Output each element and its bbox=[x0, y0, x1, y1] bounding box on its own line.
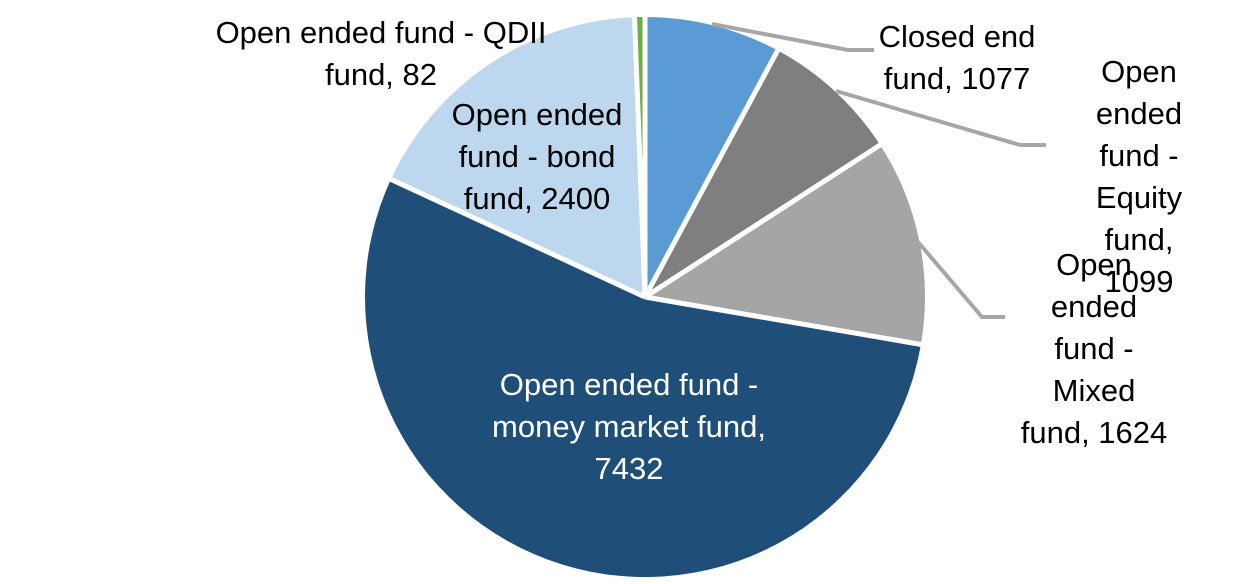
pie-slice-open-ended-fund-equity-fund bbox=[645, 50, 881, 298]
leader-line-closed-end-fund bbox=[711, 22, 874, 52]
leader-line-open-ended-fund-equity-fund bbox=[835, 89, 1046, 147]
data-label-open-ended-fund-equity-fund: Open ended fund - Equity fund, 1099 bbox=[1095, 54, 1183, 299]
data-label-open-ended-fund-bond-fund: Open ended fund - bond fund, 2400 bbox=[451, 97, 623, 216]
slice-separator bbox=[643, 142, 883, 300]
pie-slice-open-ended-fund-mixed-fund bbox=[645, 145, 925, 345]
leader-line-open-ended-fund-mixed-fund bbox=[916, 240, 1005, 319]
data-label-closed-end-fund: Closed end fund, 1077 bbox=[878, 19, 1036, 96]
data-label-open-ended-fund-qdii-fund: Open ended fund - QDII fund, 82 bbox=[215, 15, 547, 92]
pie-slice-open-ended-fund-bond-fund bbox=[390, 17, 645, 297]
data-label-open-ended-fund-mixed-fund: Open ended fund - Mixed fund, 1624 bbox=[1020, 247, 1168, 450]
slice-separator bbox=[631, 16, 648, 298]
slice-separator bbox=[388, 176, 647, 300]
data-label-open-ended-fund-money-market-fund: Open ended fund - money market fund, 743… bbox=[492, 367, 766, 486]
pie-slice-closed-end-fund bbox=[645, 17, 778, 297]
pie-slice-open-ended-fund-money-market-fund bbox=[364, 179, 921, 578]
slice-separator bbox=[642, 48, 781, 299]
slice-separator bbox=[644, 294, 923, 348]
